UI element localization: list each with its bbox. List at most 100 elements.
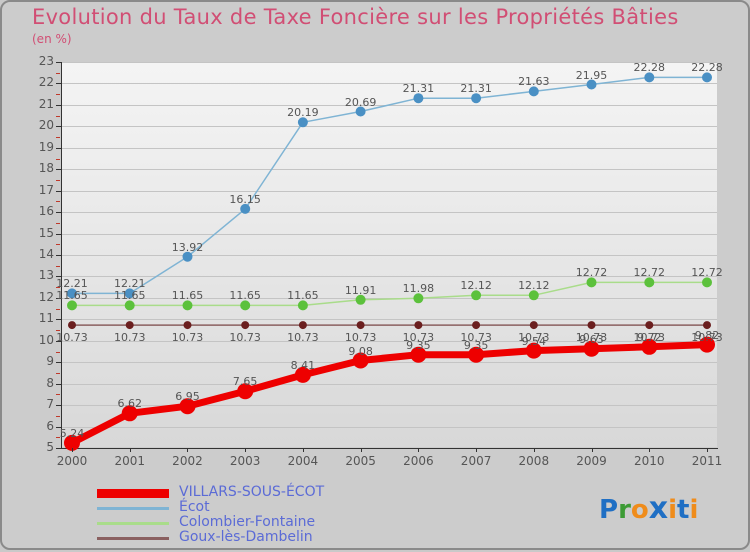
data-label: 10.73	[402, 331, 435, 345]
y-tick-mark	[56, 83, 62, 85]
y-tick-label: 19	[38, 139, 54, 154]
y-tick-minor	[56, 244, 60, 246]
x-tick-label: 2000	[56, 454, 88, 468]
y-tick-minor	[56, 351, 60, 353]
data-label: 9.72	[637, 330, 662, 344]
x-tick-mark	[649, 448, 651, 452]
data-label: 10.73	[344, 331, 377, 345]
y-tick-minor	[56, 287, 60, 289]
y-tick-label: 23	[38, 54, 54, 68]
y-tick-mark	[56, 126, 62, 128]
x-tick-mark	[533, 448, 535, 452]
x-tick-mark	[476, 448, 478, 452]
logo-letter-t: t	[677, 495, 690, 525]
data-label: 12.21	[113, 277, 146, 291]
gridline	[62, 405, 717, 407]
y-tick-minor	[56, 437, 60, 439]
data-label: 12.21	[56, 277, 88, 291]
y-tick-minor	[56, 394, 60, 396]
gridline	[62, 62, 717, 63]
x-tick-label: 2011	[691, 454, 723, 468]
x-tick-label: 2007	[460, 454, 492, 468]
data-label: 9.35	[406, 338, 431, 352]
gridline	[62, 362, 717, 364]
y-tick-label: 9	[46, 354, 54, 369]
data-label: 20.69	[344, 95, 377, 109]
data-label: 12.72	[633, 266, 666, 280]
y-tick-label: 5	[46, 440, 54, 454]
y-tick-minor	[56, 158, 60, 160]
data-label: 10.73	[518, 331, 550, 345]
gridline	[62, 83, 717, 85]
gridline	[62, 426, 717, 428]
data-label: 9.82	[694, 328, 720, 342]
x-tick-mark	[360, 448, 362, 452]
y-axis-ticks	[56, 62, 62, 449]
gridline	[62, 126, 717, 128]
x-tick-mark	[187, 448, 189, 452]
y-tick-mark	[56, 362, 62, 364]
logo-letter-o: o	[630, 495, 649, 525]
data-label: 11.65	[287, 289, 319, 303]
y-tick-label: 21	[38, 96, 54, 111]
gridline	[62, 340, 717, 342]
y-tick-label: 17	[38, 182, 54, 197]
data-label: 10.73	[460, 331, 492, 345]
legend-swatch	[97, 522, 169, 525]
y-tick-mark	[56, 212, 62, 214]
x-tick-label: 2006	[403, 454, 434, 468]
x-tick-label: 2004	[287, 454, 319, 468]
data-label: 11.65	[171, 289, 204, 303]
proxiti-logo: Proxiti	[599, 491, 698, 526]
y-tick-label: 8	[46, 375, 54, 390]
y-tick-mark	[56, 319, 62, 321]
y-tick-label: 6	[46, 418, 54, 433]
x-tick-mark	[245, 448, 247, 452]
y-tick-label: 11	[38, 311, 54, 326]
data-label: 21.95	[575, 68, 608, 82]
data-label: 10.73	[691, 331, 723, 345]
data-label: 22.28	[633, 61, 666, 75]
gridline	[62, 255, 717, 256]
page-title: Evolution du Taux de Taxe Foncière sur l…	[32, 5, 679, 29]
x-tick-mark	[591, 448, 593, 452]
data-label: 22.28	[691, 61, 723, 75]
data-label: 6.95	[175, 390, 200, 404]
data-label: 10.73	[113, 331, 146, 345]
gridline	[62, 147, 717, 149]
data-label: 11.65	[113, 289, 146, 303]
legend-swatch	[97, 489, 169, 498]
data-label: 9.35	[463, 338, 489, 352]
x-tick-label: 2005	[345, 454, 376, 468]
gridline	[62, 319, 717, 321]
y-tick-label: 22	[38, 75, 54, 90]
data-label: 13.92	[171, 240, 204, 254]
data-label: 10.73	[287, 331, 319, 345]
y-tick-label: 7	[46, 397, 54, 412]
data-label: 9.63	[579, 332, 604, 346]
gridline	[62, 297, 717, 299]
legend-swatch	[97, 537, 169, 540]
gridline	[62, 190, 717, 192]
y-tick-label: 16	[38, 204, 54, 219]
y-tick-minor	[56, 115, 60, 117]
y-tick-mark	[56, 169, 62, 171]
x-tick-mark	[302, 448, 304, 452]
data-label: 9.54	[521, 334, 547, 348]
y-tick-minor	[56, 415, 60, 417]
y-tick-minor	[56, 372, 60, 374]
data-label: 10.73	[229, 331, 261, 345]
legend-label: Goux-lès-Dambelin	[179, 529, 313, 545]
y-tick-mark	[56, 276, 62, 278]
y-tick-label: 18	[38, 161, 54, 176]
data-label: 12.12	[518, 279, 550, 293]
y-tick-mark	[56, 255, 62, 256]
data-label: 12.12	[460, 279, 492, 293]
logo-letter-x: x	[648, 491, 669, 526]
y-tick-minor	[56, 179, 60, 181]
gridline	[62, 383, 717, 385]
gridline	[62, 276, 717, 278]
x-tick-label: 2001	[114, 454, 145, 468]
plot-area	[62, 62, 717, 449]
